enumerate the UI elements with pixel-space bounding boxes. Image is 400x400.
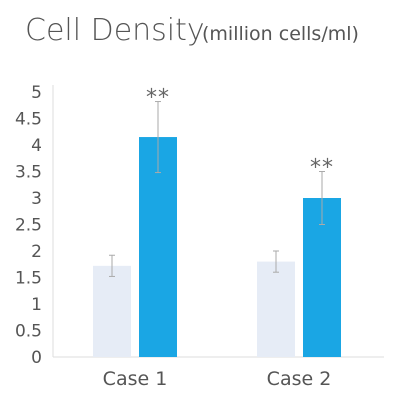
y-tick-label: 5: [31, 83, 42, 103]
y-tick-label: 3: [31, 189, 42, 209]
error-bar: [319, 171, 325, 225]
error-bars: [109, 101, 325, 277]
x-category-label: Case 2: [267, 368, 332, 390]
y-tick-label: 4.5: [15, 110, 42, 130]
bars: [93, 137, 341, 357]
chart-title: Cell Density: [25, 13, 205, 48]
significance-marker: **: [146, 86, 170, 111]
error-bar: [109, 254, 115, 277]
error-bar: [155, 101, 161, 174]
chart-title-unit: (million cells/ml): [202, 23, 359, 45]
bar-case-2-series-1: [257, 261, 295, 357]
y-tick-label: 0: [31, 348, 42, 368]
category-labels: Case 1 Case 2: [103, 368, 332, 390]
error-bar: [273, 250, 279, 273]
y-tick-label: 0.5: [15, 322, 42, 342]
y-tick-label: 3.5: [15, 163, 42, 183]
significance-markers: ** **: [146, 86, 334, 181]
y-tick-label: 1: [31, 295, 42, 315]
y-tick-labels: 0 0.5 1 1.5 2 2.5 3 3.5 4 4.5 5: [15, 83, 42, 368]
bar-case-1-series-2: [139, 137, 177, 357]
y-tick-label: 2: [31, 242, 42, 262]
y-tick-label: 4: [31, 136, 42, 156]
bar-case-1-series-1: [93, 265, 131, 357]
y-tick-label: 1.5: [15, 269, 42, 289]
y-tick-label: 2.5: [15, 216, 42, 236]
x-category-label: Case 1: [103, 368, 168, 390]
significance-marker: **: [310, 156, 334, 181]
